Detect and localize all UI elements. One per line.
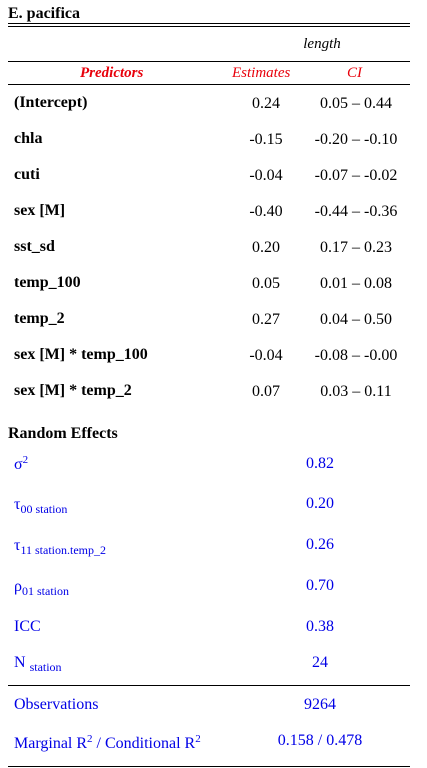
n-station-label: N station — [14, 654, 62, 674]
r-squared-label: Marginal R2 / Conditional R2 — [14, 733, 201, 752]
n-station-value: 24 — [312, 654, 328, 671]
predictor-name: sex [M] * temp_2 — [14, 382, 132, 399]
estimate-value: -0.04 — [249, 347, 283, 364]
random-effects-title: Random Effects — [8, 425, 118, 442]
ci-header: CI — [347, 65, 362, 81]
ci-value: -0.08 – -0.00 — [314, 347, 398, 364]
ci-value: -0.44 – -0.36 — [314, 203, 398, 220]
ci-value: 0.03 – 0.11 — [320, 383, 392, 400]
estimate-value: -0.40 — [249, 203, 283, 220]
estimate-value: 0.05 — [252, 275, 280, 292]
table-row: temp_2 0.27 0.04 – 0.50 — [0, 302, 427, 338]
tau00-label: τ00 station — [14, 496, 68, 516]
sigma-squared-label: σ2 — [14, 454, 29, 473]
predictor-name: sex [M] — [14, 202, 66, 219]
ci-value: -0.07 – -0.02 — [314, 167, 398, 184]
predictor-name: temp_2 — [14, 310, 65, 327]
estimate-value: 0.20 — [252, 239, 280, 256]
predictor-name: sex [M] * temp_100 — [14, 346, 148, 363]
table-row: sex [M] -0.40 -0.44 – -0.36 — [0, 194, 427, 230]
predictor-name: cuti — [14, 166, 40, 183]
sigma-squared-value: 0.82 — [306, 455, 334, 472]
table-row: chla -0.15 -0.20 – -0.10 — [0, 122, 427, 158]
table-row: sex [M] * temp_2 0.07 0.03 – 0.11 — [0, 374, 427, 410]
predictor-name: (Intercept) — [14, 94, 88, 111]
tau11-label: τ11 station.temp_2 — [14, 537, 106, 557]
table-row: cuti -0.04 -0.07 – -0.02 — [0, 158, 427, 194]
estimate-value: -0.04 — [249, 167, 283, 184]
rho01-value: 0.70 — [306, 577, 334, 594]
table-row: (Intercept) 0.24 0.05 – 0.44 — [0, 86, 427, 122]
top-rule — [8, 23, 410, 24]
observations-value: 9264 — [304, 696, 336, 713]
estimate-value: 0.27 — [252, 311, 280, 328]
predictors-header: Predictors — [80, 65, 144, 81]
estimate-value: 0.07 — [252, 383, 280, 400]
dependent-variable-label: length — [303, 36, 341, 52]
table-caption: E. pacifica — [8, 5, 80, 22]
icc-label: ICC — [14, 618, 41, 635]
top-rule-second — [8, 26, 410, 27]
ci-value: 0.05 – 0.44 — [320, 95, 392, 112]
ci-value: 0.01 – 0.08 — [320, 275, 392, 292]
r-squared-value: 0.158 / 0.478 — [277, 732, 363, 749]
table-row: sst_sd 0.20 0.17 – 0.23 — [0, 230, 427, 266]
column-header-rule — [8, 84, 410, 85]
icc-value: 0.38 — [306, 618, 334, 635]
observations-rule — [8, 685, 410, 686]
ci-value: 0.17 – 0.23 — [320, 239, 392, 256]
table-row: sex [M] * temp_100 -0.04 -0.08 – -0.00 — [0, 338, 427, 374]
predictor-name: temp_100 — [14, 274, 81, 291]
ci-value: -0.20 – -0.10 — [314, 131, 398, 148]
predictor-name: sst_sd — [14, 238, 55, 255]
observations-label: Observations — [14, 696, 99, 713]
bottom-rule — [8, 766, 410, 767]
estimate-value: 0.24 — [252, 95, 280, 112]
table-row: temp_100 0.05 0.01 – 0.08 — [0, 266, 427, 302]
estimates-header: Estimates — [232, 65, 291, 81]
tau11-value: 0.26 — [306, 536, 334, 553]
rho01-label: ρ01 station — [14, 578, 69, 598]
predictor-name: chla — [14, 130, 43, 147]
tau00-value: 0.20 — [306, 495, 334, 512]
estimate-value: -0.15 — [249, 131, 283, 148]
header-rule — [8, 61, 410, 62]
ci-value: 0.04 – 0.50 — [320, 311, 392, 328]
